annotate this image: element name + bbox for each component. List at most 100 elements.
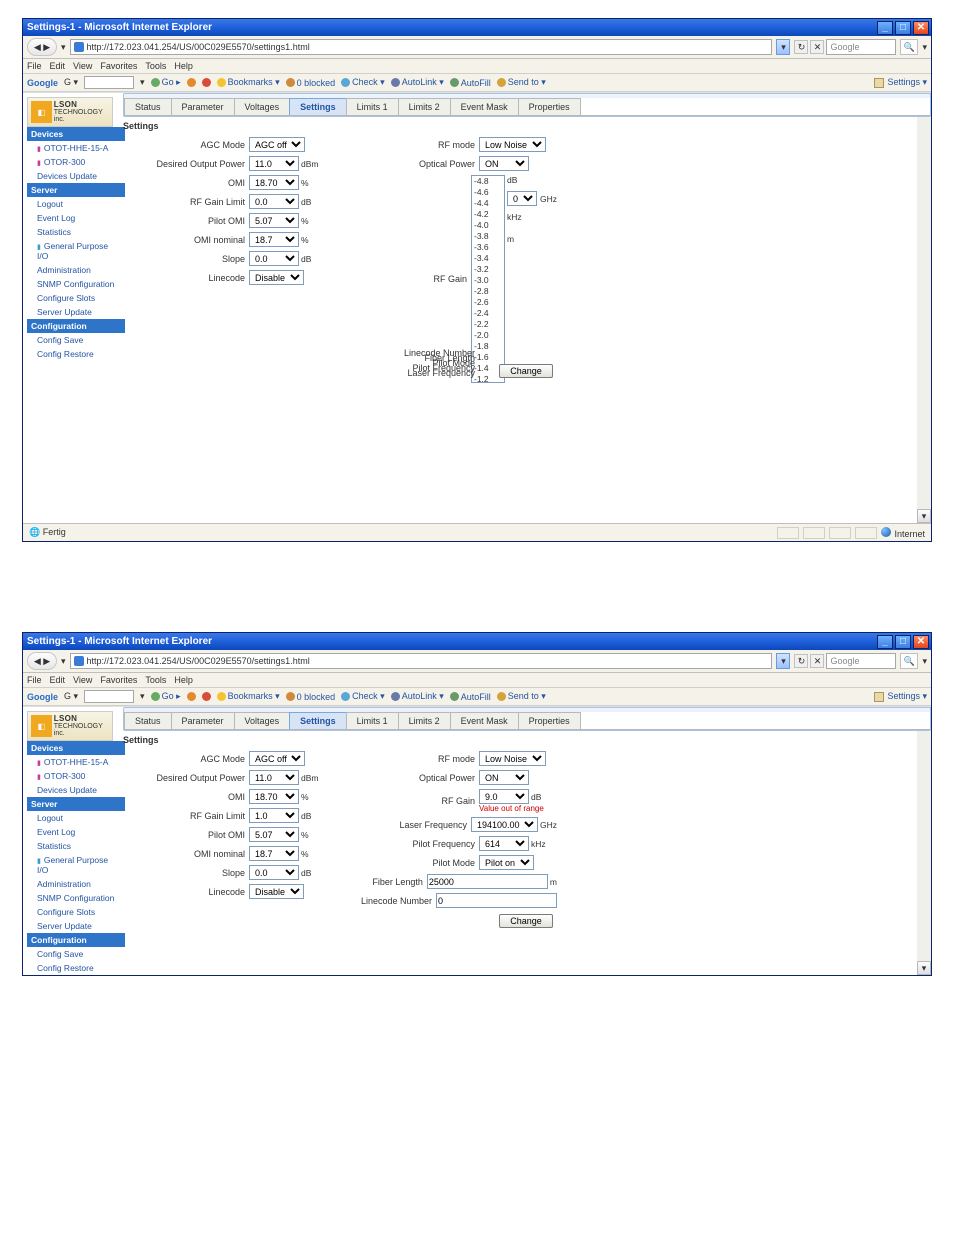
sidebar-item[interactable]: Configure Slots xyxy=(27,291,125,305)
search-field[interactable]: Google xyxy=(826,653,896,669)
url-field[interactable]: http://172.023.041.254/US/00C029E5570/se… xyxy=(70,653,773,669)
sidebar-item[interactable]: Devices Update xyxy=(27,783,125,797)
search-dropdown[interactable]: ▾ xyxy=(922,42,927,53)
sidebar-item[interactable]: Statistics xyxy=(27,839,125,853)
tab[interactable]: Settings xyxy=(289,712,347,729)
nav-back-forward[interactable]: ◀ ▶ xyxy=(27,38,57,56)
tab[interactable]: Properties xyxy=(518,98,581,115)
select[interactable]: 1.0 xyxy=(249,808,299,823)
tab[interactable]: Limits 2 xyxy=(398,98,451,115)
tab[interactable]: Status xyxy=(124,98,172,115)
tab[interactable]: Voltages xyxy=(234,712,291,729)
toolbar-button[interactable]: Bookmarks ▾ xyxy=(217,77,280,88)
refresh-icon[interactable]: ↻ xyxy=(794,654,808,668)
sidebar-item[interactable]: SNMP Configuration xyxy=(27,891,125,905)
toolbar-button[interactable]: AutoLink ▾ xyxy=(391,77,444,88)
change-button[interactable]: Change xyxy=(499,364,553,378)
tab[interactable]: Properties xyxy=(518,712,581,729)
select[interactable]: Disable xyxy=(249,270,304,285)
listbox-option[interactable]: -4.6 xyxy=(472,187,504,198)
maximize-button[interactable]: □ xyxy=(895,21,911,35)
search-field[interactable]: Google xyxy=(826,39,896,55)
tab[interactable]: Limits 1 xyxy=(346,98,399,115)
select[interactable]: 0 xyxy=(507,191,537,206)
tab[interactable]: Status xyxy=(124,712,172,729)
sidebar-item[interactable]: Logout xyxy=(27,811,125,825)
listbox-option[interactable]: -3.6 xyxy=(472,242,504,253)
listbox-option[interactable]: -3.0 xyxy=(472,275,504,286)
google-search-dropdown[interactable]: ▾ xyxy=(140,77,145,88)
select[interactable]: 18.70 xyxy=(249,789,299,804)
menu-item[interactable]: Edit xyxy=(50,61,66,71)
menu-item[interactable]: Tools xyxy=(145,675,166,685)
sidebar-item[interactable]: General Purpose I/O xyxy=(27,239,125,263)
listbox-option[interactable]: -4.2 xyxy=(472,209,504,220)
toolbar-button[interactable]: Go ▸ xyxy=(151,77,181,88)
tab[interactable]: Limits 1 xyxy=(346,712,399,729)
listbox-option[interactable]: -2.6 xyxy=(472,297,504,308)
select[interactable]: 614 xyxy=(479,836,529,851)
toolbar-button[interactable]: Send to ▾ xyxy=(497,77,546,88)
sidebar-item[interactable]: Event Log xyxy=(27,825,125,839)
maximize-button[interactable]: □ xyxy=(895,635,911,649)
listbox-option[interactable]: -2.2 xyxy=(472,319,504,330)
toolbar-button[interactable]: Send to ▾ xyxy=(497,691,546,702)
stop-icon[interactable]: ✕ xyxy=(810,40,824,54)
toolbar-button[interactable]: AutoLink ▾ xyxy=(391,691,444,702)
sidebar-item[interactable]: Logout xyxy=(27,197,125,211)
listbox-option[interactable]: -2.4 xyxy=(472,308,504,319)
listbox-option[interactable]: -2.0 xyxy=(472,330,504,341)
toolbar-button[interactable] xyxy=(187,78,196,87)
tab[interactable]: Parameter xyxy=(171,712,235,729)
toolbar-button[interactable]: AutoFill xyxy=(450,78,491,88)
menu-item[interactable]: Help xyxy=(174,675,193,685)
nav-history-dropdown[interactable]: ▾ xyxy=(61,42,66,53)
close-button[interactable]: ✕ xyxy=(913,21,929,35)
select[interactable]: AGC off xyxy=(249,751,305,766)
sidebar-item[interactable]: OTOT-HHE-15-A xyxy=(27,141,125,155)
menu-item[interactable]: Help xyxy=(174,61,193,71)
toolbar-button[interactable]: AutoFill xyxy=(450,692,491,702)
tab[interactable]: Event Mask xyxy=(450,98,519,115)
select[interactable]: 194100.00 xyxy=(471,817,538,832)
menu-item[interactable]: File xyxy=(27,61,42,71)
stop-icon[interactable]: ✕ xyxy=(810,654,824,668)
url-field[interactable]: http://172.023.041.254/US/00C029E5570/se… xyxy=(70,39,773,55)
url-dropdown[interactable]: ▾ xyxy=(776,39,790,55)
sidebar-item[interactable]: OTOR-300 xyxy=(27,769,125,783)
select[interactable]: Low Noise xyxy=(479,137,546,152)
close-button[interactable]: ✕ xyxy=(913,635,929,649)
listbox-option[interactable]: -4.0 xyxy=(472,220,504,231)
toolbar-button[interactable]: Go ▸ xyxy=(151,691,181,702)
select[interactable]: 9.0 xyxy=(479,789,529,804)
nav-history-dropdown[interactable]: ▾ xyxy=(61,656,66,667)
tab[interactable]: Parameter xyxy=(171,98,235,115)
toolbar-button[interactable] xyxy=(202,78,211,87)
tab[interactable]: Limits 2 xyxy=(398,712,451,729)
minimize-button[interactable]: _ xyxy=(877,635,893,649)
select[interactable]: AGC off xyxy=(249,137,305,152)
sidebar-item[interactable]: Event Log xyxy=(27,211,125,225)
select[interactable]: 5.07 xyxy=(249,827,299,842)
menu-item[interactable]: View xyxy=(73,61,92,71)
select[interactable]: 0.0 xyxy=(249,865,299,880)
sidebar-item[interactable]: Config Restore xyxy=(27,347,125,361)
select[interactable]: 0.0 xyxy=(249,194,299,209)
sidebar-item[interactable]: General Purpose I/O xyxy=(27,853,125,877)
select[interactable]: 18.7 xyxy=(249,846,299,861)
sidebar-item[interactable]: Statistics xyxy=(27,225,125,239)
select[interactable]: 11.0 xyxy=(249,156,299,171)
url-dropdown[interactable]: ▾ xyxy=(776,653,790,669)
select[interactable]: 11.0 xyxy=(249,770,299,785)
select[interactable]: ON xyxy=(479,770,529,785)
search-go-button[interactable]: 🔍 xyxy=(900,39,918,55)
search-go-button[interactable]: 🔍 xyxy=(900,653,918,669)
select[interactable]: Disable xyxy=(249,884,304,899)
menu-item[interactable]: View xyxy=(73,675,92,685)
toolbar-settings[interactable]: Settings ▾ xyxy=(874,77,927,88)
toolbar-button[interactable] xyxy=(202,692,211,701)
listbox-option[interactable]: -3.2 xyxy=(472,264,504,275)
menu-item[interactable]: Tools xyxy=(145,61,166,71)
sidebar-item[interactable]: Server Update xyxy=(27,305,125,319)
refresh-icon[interactable]: ↻ xyxy=(794,40,808,54)
